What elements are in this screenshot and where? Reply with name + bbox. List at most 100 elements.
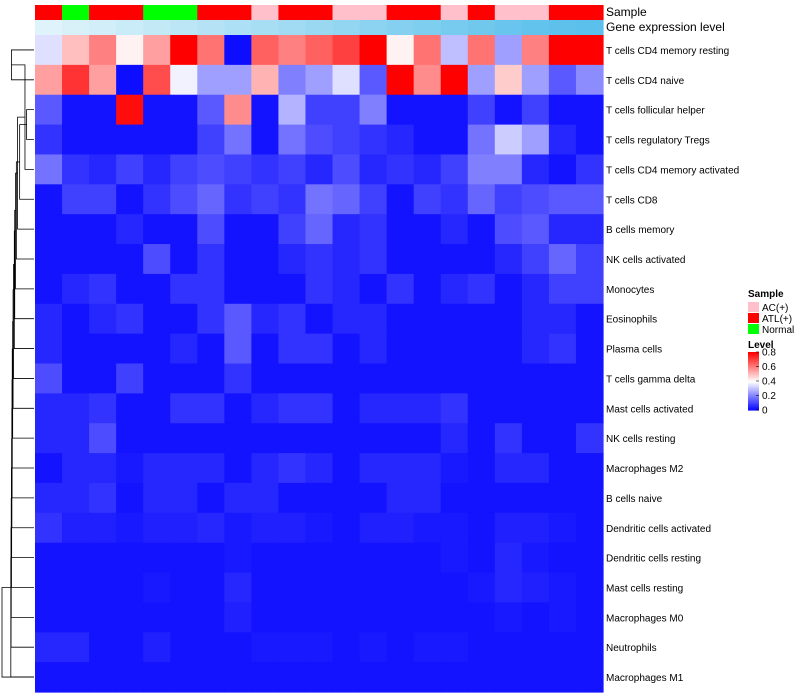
heatmap-cell: [575, 273, 604, 305]
heatmap-cell: [35, 602, 63, 633]
heatmap-cell: [89, 94, 117, 126]
heatmap-cell: [386, 94, 415, 126]
heatmap-cell: [575, 303, 604, 335]
heatmap-cell: [305, 333, 334, 365]
heatmap-cell: [224, 363, 252, 394]
heatmap-cell: [467, 572, 496, 604]
heatmap-cell: [548, 512, 577, 544]
sample-annotation-cell: [413, 5, 442, 20]
heatmap-cell: [440, 35, 469, 66]
level-legend-tick-label: 0: [762, 406, 768, 417]
heatmap-cell: [332, 572, 361, 604]
level-colorbar-segment: [748, 388, 759, 391]
heatmap-cell: [251, 512, 280, 544]
sample-annotation-label: Sample: [606, 5, 647, 19]
heatmap-cell: [89, 662, 117, 693]
level-colorbar-segment: [748, 356, 759, 359]
heatmap-cell: [521, 35, 550, 66]
heatmap-cell: [521, 632, 550, 663]
heatmap-cell: [89, 214, 117, 245]
heatmap-cell: [440, 602, 469, 633]
heatmap-cell: [575, 35, 604, 66]
heatmap-cell: [278, 363, 307, 394]
heatmap-cell: [575, 124, 604, 156]
heatmap-cell: [251, 542, 280, 574]
heatmap-cell: [548, 572, 577, 604]
heatmap-cell: [332, 542, 361, 574]
heatmap-cell: [251, 423, 280, 454]
heatmap-cell: [386, 453, 415, 484]
heatmap-cell: [251, 662, 280, 693]
dendrogram-branch: [12, 321, 34, 439]
row-label: Mast cells activated: [606, 404, 693, 415]
heatmap-cell: [143, 572, 171, 604]
level-colorbar-segment: [748, 394, 759, 397]
heatmap-cell: [548, 482, 577, 514]
level-legend: Level 0.8 0.6 0.4 0.2 0: [748, 340, 776, 417]
row-label: Macrophages M2: [606, 464, 684, 475]
heatmap-cell: [89, 244, 117, 275]
heatmap-cell: [359, 64, 388, 96]
heatmap-cell: [494, 273, 523, 305]
heatmap-cell: [413, 423, 442, 454]
heatmap-cell: [116, 214, 144, 245]
heatmap-cell: [251, 94, 280, 126]
heatmap-cell: [521, 64, 550, 96]
heatmap-cell: [224, 244, 252, 275]
heatmap-cell: [143, 363, 171, 394]
heatmap-cell: [359, 363, 388, 394]
row-labels: T cells CD4 memory resting T cells CD4 na…: [606, 46, 739, 684]
heatmap-cell: [278, 542, 307, 574]
sample-annotation-cell: [305, 5, 334, 20]
heatmap-cell: [521, 393, 550, 424]
heatmap-cell: [359, 124, 388, 156]
heatmap-cell: [359, 214, 388, 245]
heatmap-cell: [494, 214, 523, 245]
row-label: B cells naive: [606, 494, 663, 505]
heatmap-cell: [440, 542, 469, 574]
heatmap-cell: [575, 512, 604, 544]
heatmap-cell: [143, 333, 171, 365]
heatmap-cell: [143, 273, 171, 305]
heatmap-cell: [386, 244, 415, 275]
level-colorbar-segment: [748, 391, 759, 394]
heatmap-cell: [494, 333, 523, 365]
heatmap-cell: [494, 363, 523, 394]
heatmap-cell: [440, 662, 469, 693]
heatmap-cell: [386, 333, 415, 365]
heatmap-cell: [35, 35, 63, 66]
level-colorbar-segment: [748, 389, 759, 392]
heatmap-cell: [467, 244, 496, 275]
dendrogram-branch: [15, 172, 34, 290]
heatmap-cell: [575, 393, 604, 424]
heatmap-cell: [62, 124, 90, 156]
heatmap-cell: [359, 602, 388, 633]
gene-expression-annotation-cell: [197, 20, 225, 35]
heatmap-cell: [143, 453, 171, 484]
heatmap-cell: [305, 393, 334, 424]
heatmap-cell: [413, 453, 442, 484]
heatmap-cell: [413, 124, 442, 156]
heatmap-cell: [278, 303, 307, 335]
heatmap-cell: [494, 632, 523, 663]
heatmap-cell: [332, 64, 361, 96]
level-colorbar-segment: [748, 376, 759, 379]
heatmap-cell: [332, 244, 361, 275]
heatmap-cell: [386, 423, 415, 454]
heatmap-cell: [116, 94, 144, 126]
sample-annotation-cell: [440, 5, 469, 20]
heatmap-cell: [224, 214, 252, 245]
level-colorbar-segment: [748, 354, 759, 357]
heatmap-cell: [170, 244, 198, 275]
heatmap-cell: [575, 602, 604, 633]
sample-annotation-cell: [62, 5, 90, 20]
heatmap-cell: [62, 244, 90, 275]
heatmap-cell: [386, 512, 415, 544]
heatmap-cell: [305, 512, 334, 544]
level-colorbar-segment: [748, 367, 759, 370]
heatmap-cell: [359, 35, 388, 66]
heatmap-cell: [62, 423, 90, 454]
heatmap-cell: [332, 303, 361, 335]
heatmap-cell: [251, 632, 280, 663]
row-label: T cells CD4 naive: [606, 76, 685, 87]
